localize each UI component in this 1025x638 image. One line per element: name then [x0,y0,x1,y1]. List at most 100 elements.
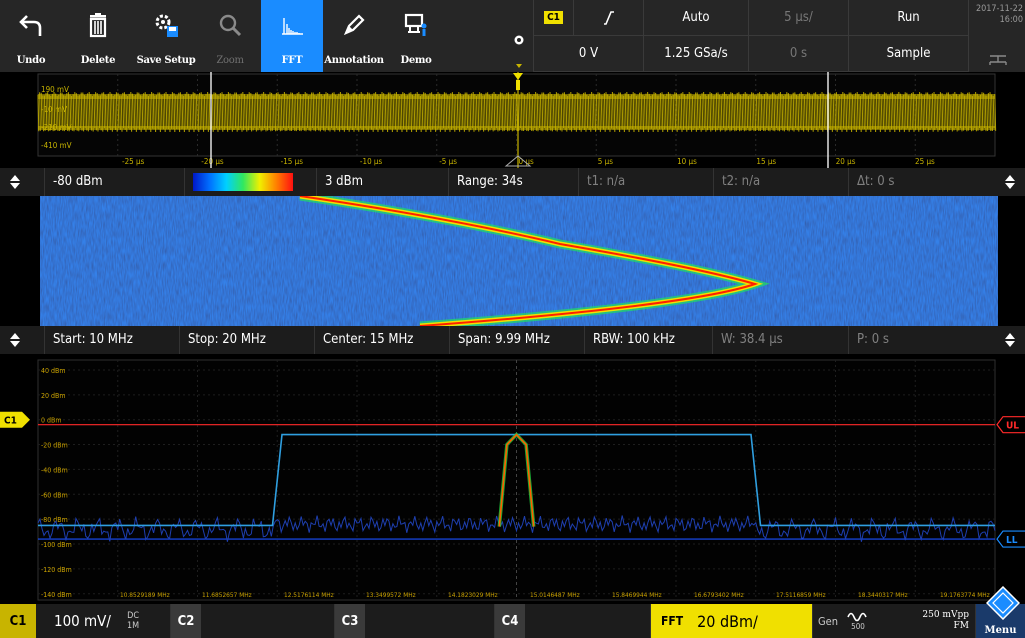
channel-c3[interactable]: C3 [334,604,494,638]
center-frequency[interactable]: Center: 15 MHz [314,326,449,354]
overview-x-label: 10 µs [677,157,697,166]
lower-limit-label: LL [1006,535,1018,546]
span[interactable]: Span: 9.99 MHz [449,326,584,354]
up-down-arrow-icon [10,175,20,189]
y-tick-label: -20 dBm [41,442,68,450]
position: P: 0 s [848,326,995,354]
rbw[interactable]: RBW: 100 kHz [584,326,712,354]
fft-button[interactable]: FFT [261,0,323,72]
up-down-arrow-icon [10,333,20,347]
zero-time-marker [504,155,532,167]
settings-button[interactable] [505,0,533,72]
trigger-cursor [516,80,520,90]
channel-marker-label: C1 [4,416,17,427]
overview-x-label: 5 µs [598,157,613,166]
zoom-icon [219,14,242,37]
color-scale [193,173,293,191]
overview-x-label: 0 µs [519,157,534,166]
horizontal-position[interactable]: 0 s [748,36,848,72]
zoom-button[interactable]: Zoom [199,0,261,72]
y-tick-label: -60 dBm [41,491,68,499]
up-down-arrow-icon [1005,175,1015,189]
y-tick-label: -120 dBm [41,566,72,574]
waveform-overview[interactable]: 190 mV -10 mV -210 mV -410 mV -25 µs -20 µs -1… [0,72,1025,168]
menu-button[interactable]: Menu [975,586,1025,638]
y-tick-label: -100 dBm [41,541,72,549]
fft-spectrum[interactable]: 40 dBm 20 dBm 0 dBm -20 dBm -40 dBm -60 dBm -8… [0,354,1025,604]
overview-y-label: -210 mV [41,123,72,132]
channel-c4[interactable]: C4 [494,604,650,638]
save-setup-icon [155,14,178,37]
fft-channel[interactable]: FFT 20 dBm/ [650,604,812,638]
x-tick-label: 16.6793402 MHz [694,591,744,599]
x-tick-label: 11.6852657 MHz [202,591,252,599]
lower-limit-marker [996,530,1025,548]
stop-frequency[interactable]: Stop: 20 MHz [179,326,314,354]
overview-x-label: 15 µs [756,157,776,166]
noise-floor-trace [37,514,996,542]
overview-trace [37,91,997,133]
sample-rate[interactable]: 1.25 GSa/s [643,36,748,72]
x-tick-label: 15.0146487 MHz [530,591,580,599]
gear-icon [514,35,524,68]
undo-button[interactable]: Undo [0,0,62,72]
delete-button[interactable]: Delete [67,0,129,72]
channel-c1[interactable]: C1 100 mV/ DC 1M [0,604,170,638]
network-icon [989,55,1007,65]
gen-label: Gen [817,614,839,628]
demo-button[interactable]: Demo [385,0,447,72]
save-setup-button[interactable]: Save Setup [133,0,199,72]
gen-modulation: FM [953,621,969,631]
colormap-bar[interactable] [184,168,316,196]
t2-marker[interactable]: t2: n/a [713,168,848,196]
gen-frequency: 500 [851,621,865,631]
generator[interactable]: Gen 500 250 mVpp FM [812,604,975,638]
trigger-settings: C1 Auto 5 µs/ Run 0 V 1.25 GSa/s 0 s Sam… [533,0,968,72]
acquisition-mode[interactable]: Sample [848,36,968,72]
c1-impedance: 1M [126,621,140,631]
collapse-spectrum-button[interactable] [995,326,1025,354]
expand-spectrum-button[interactable] [0,326,30,354]
channel-c2[interactable]: C2 [170,604,334,638]
upper-limit-marker [996,416,1025,434]
colormap-max[interactable]: 3 dBm [316,168,448,196]
trigger-source[interactable]: C1 [533,0,573,36]
c1-coupling: DC [127,611,139,621]
trigger-level[interactable]: 0 V [533,36,643,72]
expand-spectrogram-button[interactable] [0,168,30,196]
pen-icon [343,14,365,36]
annotation-button[interactable]: Annotation [323,0,385,72]
channel-marker [0,411,30,428]
t1-marker[interactable]: t1: n/a [578,168,713,196]
start-frequency[interactable]: Start: 10 MHz [44,326,179,354]
colormap-min[interactable]: -80 dBm [44,168,184,196]
trigger-mode[interactable]: Auto [643,0,748,36]
trigger-slope[interactable] [573,0,643,36]
run-button[interactable]: Run [848,0,968,36]
toolbar: Undo Delete Save Setup Zoom FFT Annotati… [0,0,1025,72]
overview-x-label: 20 µs [836,157,856,166]
x-tick-label: 12.5176114 MHz [284,591,334,599]
c1-badge: C1 [0,604,36,638]
rising-edge-icon [603,10,614,25]
menu-label: Menu [984,625,1017,636]
overview-x-label: 25 µs [915,157,935,166]
overview-y-label: 190 mV [41,85,69,94]
gen-amplitude: 250 mVpp [922,610,969,620]
c1-scale: 100 mV/ [54,612,111,630]
spectrogram-range[interactable]: Range: 34s [448,168,578,196]
spectrogram[interactable] [0,191,1025,331]
date-time: 2017-11-22 16:00 [968,0,1025,72]
overview-x-label: -15 µs [281,157,304,166]
timebase[interactable]: 5 µs/ [748,0,848,36]
x-tick-label: 13.3499572 MHz [366,591,416,599]
up-down-arrow-icon [1005,333,1015,347]
date: 2017-11-22 [975,4,1023,14]
overview-x-label: -20 µs [201,157,224,166]
x-tick-label: 10.8529189 MHz [120,591,170,599]
y-tick-label: -140 dBm [41,591,72,599]
x-tick-label: 19.1763774 MHz [940,591,990,599]
x-tick-label: 14.1823029 MHz [448,591,498,599]
collapse-button[interactable] [995,168,1025,196]
y-tick-label: -80 dBm [41,516,68,524]
